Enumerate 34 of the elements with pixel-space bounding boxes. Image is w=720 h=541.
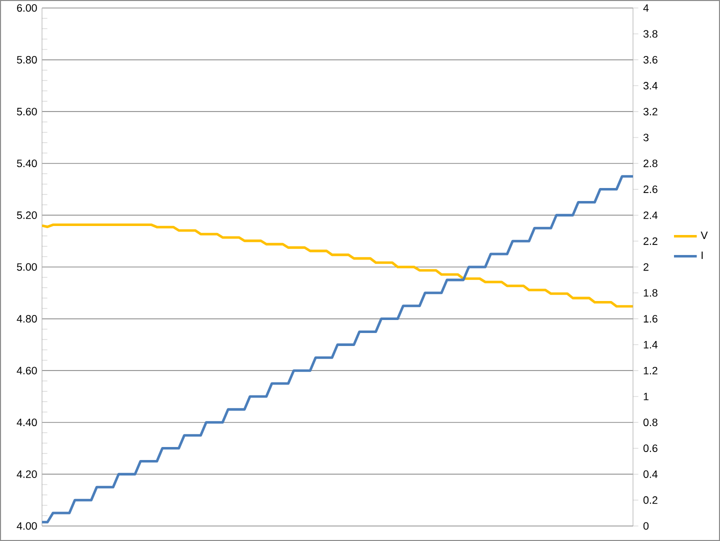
legend-label: I	[702, 252, 703, 259]
y-tick-label: 4.40	[16, 418, 37, 426]
y-tick-label: 5.40	[16, 160, 37, 168]
y2-tick-label: 0.8	[643, 418, 658, 426]
y-tick-label: 4.60	[16, 366, 37, 374]
y2-tick-label: 3.4	[643, 82, 658, 90]
y-tick-label: 5.80	[16, 56, 37, 64]
y2-tick-label: 1.2	[644, 366, 658, 374]
y2-tick-label: 1.6	[644, 315, 658, 323]
y-tick-label: 4.00	[16, 522, 37, 530]
legend-label: V	[700, 232, 708, 239]
y2-tick-label: 1.4	[644, 341, 658, 348]
y2-tick-label: 2.4	[644, 211, 658, 219]
y2-tick-label: 3	[643, 134, 649, 142]
y-tick-label: 5.20	[16, 211, 37, 219]
y2-tick-label: 3.2	[643, 108, 658, 116]
y2-tick-label: 3.8	[643, 30, 658, 38]
y2-tick-label: 2.2	[644, 237, 658, 245]
y2-tick-label: 1.8	[644, 289, 658, 297]
y2-tick-label: 0.2	[643, 496, 658, 504]
y2-tick-label: 0	[643, 522, 649, 530]
y2-tick-label: 2	[644, 263, 648, 271]
y2-tick-label: 0.4	[643, 470, 658, 478]
y2-tick-label: 2.8	[644, 160, 658, 168]
y2-tick-label: 0.6	[643, 444, 658, 452]
y2-tick-label: 3.6	[643, 56, 658, 64]
y2-tick-label: 4	[643, 4, 649, 12]
y-tick-label: 6.00	[17, 4, 37, 12]
y2-tick-label: 1	[644, 392, 648, 400]
y-tick-label: 5.60	[16, 108, 37, 116]
y2-tick-label: 2.6	[644, 186, 658, 194]
y-tick-label: 4.80	[16, 315, 37, 323]
y-tick-label: 4.20	[16, 470, 37, 478]
y-tick-label: 5.00	[16, 263, 37, 271]
